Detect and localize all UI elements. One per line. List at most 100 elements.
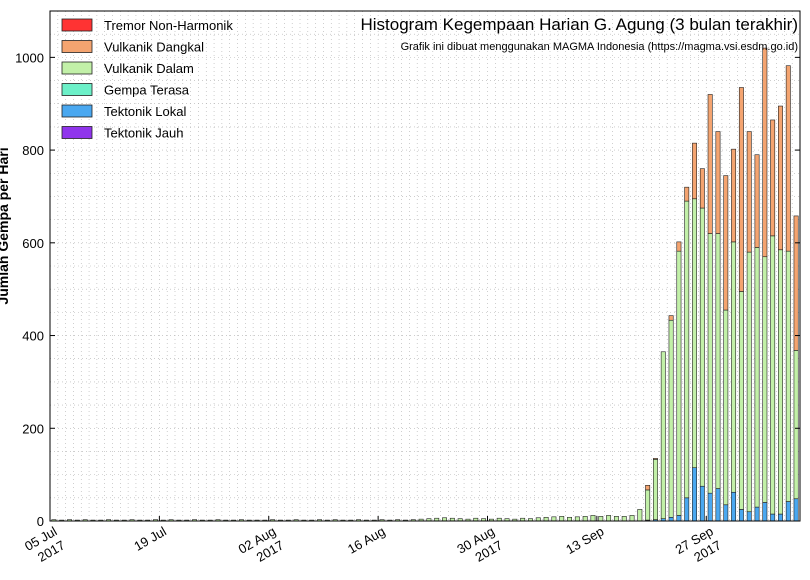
- bar-segment-vulkanik-dangkal: [699, 168, 705, 209]
- y-tick-label: 1000: [15, 50, 44, 65]
- legend-swatch: [61, 126, 93, 139]
- bar-segment-vulkanik-dalam: [778, 249, 783, 515]
- y-tick-label: 0: [37, 514, 44, 529]
- bar-segment-vulkanik-dangkal: [684, 186, 690, 202]
- chart-title: Histogram Kegempaan Harian G. Agung (3 b…: [360, 15, 798, 34]
- bar-segment-vulkanik-dangkal: [785, 65, 791, 252]
- bar-segment-vulkanik-dalam: [762, 256, 768, 503]
- bar-segment-tektonik-lokal: [731, 491, 737, 522]
- bar-segment-tektonik-lokal: [707, 492, 713, 522]
- bar-segment-vulkanik-dalam: [621, 516, 627, 522]
- bar-segment-vulkanik-dalam: [676, 250, 682, 516]
- y-tick-label: 400: [22, 329, 44, 344]
- y-axis: 0 200 400 600 800 1000: [15, 50, 800, 529]
- bar-segment-tektonik-lokal: [723, 504, 729, 522]
- legend-label: Gempa Terasa: [104, 83, 190, 98]
- bar-segment-vulkanik-dalam: [793, 350, 799, 500]
- legend-swatch: [61, 83, 93, 96]
- x-tick-label-group: 19 Jul: [131, 523, 169, 553]
- x-tick-label: 19 Jul: [131, 523, 169, 553]
- bar-segment-vulkanik-dalam: [645, 489, 651, 521]
- plot-frame: [49, 10, 801, 522]
- y-tick-label: 800: [22, 143, 44, 158]
- bar-segment-vulkanik-dangkal: [762, 47, 768, 258]
- bar-segment-tektonik-lokal: [692, 467, 697, 522]
- bar-segment-vulkanik-dalam: [731, 241, 737, 493]
- bar-segment-vulkanik-dangkal: [754, 154, 760, 248]
- x-tick-label-group: 13 Sep: [563, 524, 606, 558]
- legend-label: Vulkanik Dangkal: [104, 40, 204, 55]
- chart-subtitle: Grafik ini dibuat menggunakan MAGMA Indo…: [401, 41, 798, 53]
- bar-segment-vulkanik-dangkal: [707, 94, 713, 234]
- bar-segment-tektonik-lokal: [778, 513, 783, 522]
- bar-segment-tektonik-lokal: [785, 501, 791, 522]
- bar-segment-tektonik-lokal: [715, 488, 721, 522]
- legend-swatch: [61, 61, 93, 75]
- bar-segment-tektonik-lokal: [668, 516, 674, 522]
- bar-segment-vulkanik-dangkal: [731, 148, 737, 243]
- bar-segment-vulkanik-dalam: [590, 515, 596, 522]
- bar-segment-vulkanik-dalam: [606, 515, 612, 522]
- legend-swatch: [61, 104, 93, 118]
- bar-segment-tektonik-lokal: [676, 515, 682, 522]
- bar-segment-vulkanik-dalam: [668, 319, 674, 518]
- bar-segment-vulkanik-dangkal: [746, 131, 752, 253]
- legend-label: Tektonik Jauh: [104, 126, 184, 141]
- bar-segment-vulkanik-dangkal: [778, 105, 783, 251]
- x-tick-label: 16 Aug: [345, 524, 388, 557]
- bar-segment-tektonik-lokal: [684, 497, 690, 522]
- bar-segment-vulkanik-dalam: [738, 291, 744, 510]
- bar-segment-tektonik-lokal: [770, 513, 776, 522]
- bar-segment-vulkanik-dalam: [660, 351, 666, 519]
- legend-label: Tremor Non-Harmonik: [104, 18, 233, 33]
- y-tick-label: 200: [22, 421, 44, 436]
- bar-segment-vulkanik-dalam: [551, 516, 557, 522]
- bar-segment-tektonik-lokal: [762, 502, 768, 522]
- bar-segment-tektonik-lokal: [738, 509, 744, 522]
- y-axis-label: Jumlah Gempa per Hari: [0, 147, 11, 304]
- bar-segment-vulkanik-dangkal: [692, 142, 697, 200]
- bar-segment-vulkanik-dalam: [613, 516, 619, 522]
- bar-segment-tektonik-lokal: [699, 485, 705, 522]
- x-tick-label-group: 16 Aug: [345, 524, 388, 557]
- bar-segment-vulkanik-dalam: [574, 516, 580, 522]
- bar-segment-vulkanik-dalam: [629, 515, 635, 522]
- bar-segment-tektonik-lokal: [746, 511, 752, 522]
- bar-segment-tektonik-lokal: [754, 506, 760, 522]
- bar-segment-vulkanik-dalam: [543, 516, 549, 522]
- bars: [51, 47, 799, 522]
- legend-label: Vulkanik Dalam: [104, 61, 194, 76]
- bar-segment-vulkanik-dalam: [692, 198, 697, 468]
- bar-segment-vulkanik-dangkal: [668, 315, 674, 321]
- grid: [49, 10, 801, 522]
- bar-segment-vulkanik-dalam: [754, 247, 760, 508]
- bar-segment-vulkanik-dangkal: [793, 215, 799, 351]
- bar-segment-tektonik-lokal: [793, 498, 799, 522]
- legend-swatch: [61, 40, 93, 53]
- bar-segment-vulkanik-dalam: [699, 207, 705, 487]
- legend-label: Tektonik Lokal: [104, 104, 186, 119]
- bar-segment-vulkanik-dalam: [684, 200, 690, 499]
- bar-segment-vulkanik-dalam: [723, 309, 729, 506]
- bar-segment-vulkanik-dalam: [653, 459, 658, 520]
- bar-segment-vulkanik-dalam: [715, 233, 721, 489]
- bar-segment-vulkanik-dalam: [598, 516, 604, 522]
- bar-segment-vulkanik-dangkal: [645, 484, 651, 491]
- bar-segment-vulkanik-dalam: [746, 251, 752, 513]
- x-tick-label: 13 Sep: [563, 524, 606, 558]
- legend: Tremor Non-Harmonik Vulkanik Dangkal Vulka…: [61, 18, 233, 141]
- y-tick-label: 600: [22, 236, 44, 251]
- bar-segment-vulkanik-dangkal: [676, 241, 682, 252]
- bar-segment-vulkanik-dangkal: [770, 119, 776, 237]
- bar-segment-vulkanik-dalam: [582, 516, 588, 522]
- bar-segment-vulkanik-dalam: [785, 250, 791, 502]
- legend-swatch: [61, 18, 93, 32]
- bar-segment-vulkanik-dangkal: [723, 175, 729, 311]
- bar-segment-vulkanik-dangkal: [738, 87, 744, 292]
- bar-segment-vulkanik-dangkal: [715, 131, 721, 234]
- bar-segment-vulkanik-dangkal: [653, 458, 658, 460]
